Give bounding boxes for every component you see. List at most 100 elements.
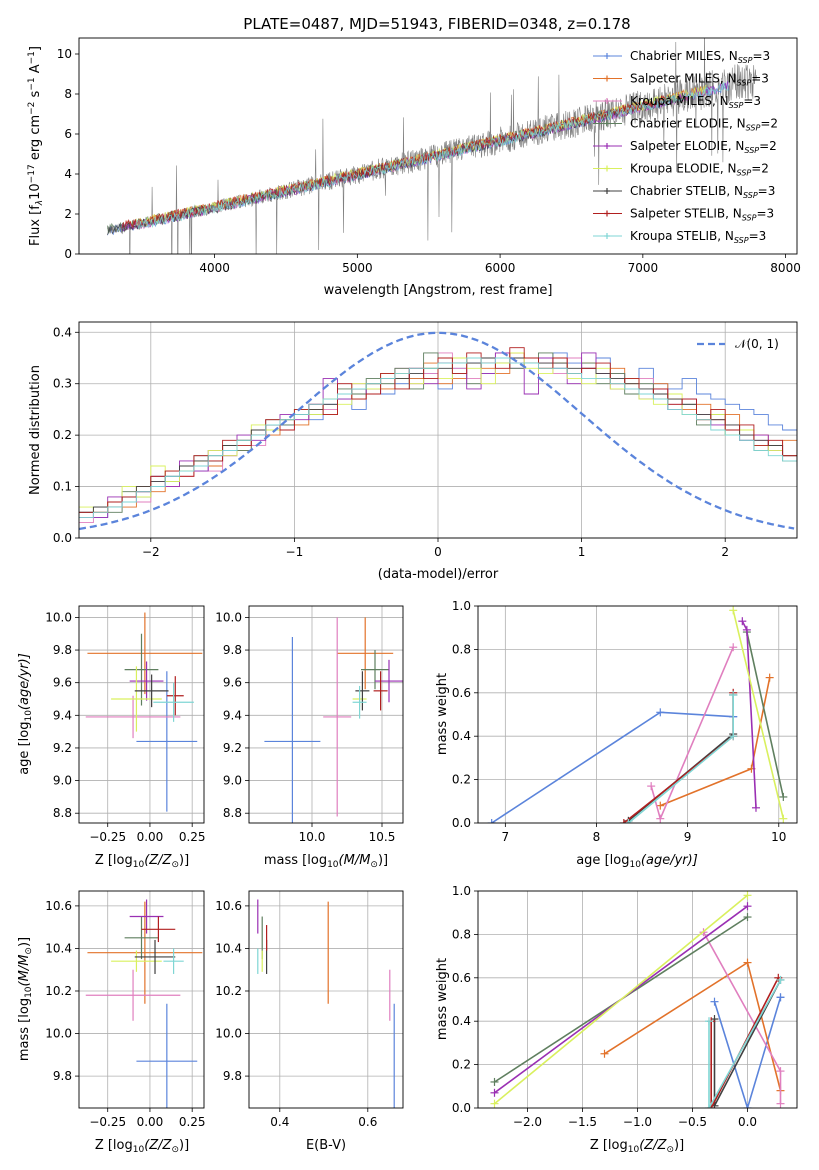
ylabel-sup: −1 — [27, 51, 37, 64]
legend-label-chabrier_stelib: Chabrier STELIB, NSSP=3 — [630, 184, 775, 200]
xlabel-sub: 10 — [629, 860, 641, 870]
plot-area — [85, 899, 203, 1108]
histogram-chabrier_miles — [79, 352, 797, 518]
xlabel-part: Z [log — [95, 1138, 133, 1153]
x-tick-label: 10 — [771, 830, 786, 844]
ylabel-part: age [log — [17, 722, 32, 775]
y-axis-label: Normed distribution — [28, 365, 43, 495]
plot-area — [107, 38, 757, 254]
histogram-kroupa_miles — [79, 352, 797, 524]
x-tick-label: 9 — [684, 830, 692, 844]
legend-text: Kroupa ELODIE, N — [630, 162, 737, 176]
legend-label-kroupa_elodie: Kroupa ELODIE, NSSP=2 — [630, 162, 769, 178]
x-axis-label: mass [log10(M/M⊙)] — [264, 853, 388, 870]
y-tick-label: 8 — [64, 87, 72, 101]
plot-area — [257, 899, 395, 1108]
y-tick-label: 0 — [64, 247, 72, 261]
y-tick-label: 0.4 — [53, 325, 72, 339]
y-tick-label: 0.0 — [452, 1101, 471, 1115]
x-tick-label: 0.6 — [358, 1115, 377, 1129]
x-tick-label: −1.5 — [568, 1115, 597, 1129]
xlabel-part: (Z/Z — [639, 1138, 667, 1153]
ylabel-part: (M/M — [17, 955, 32, 987]
legend-text: Chabrier MILES, N — [630, 49, 738, 63]
xlabel-sub: ⊙ — [171, 860, 179, 870]
xlabel-sub: ⊙ — [666, 1145, 674, 1155]
xlabel-part: (Z/Z — [144, 1138, 172, 1153]
xlabel-part: mass [log — [264, 853, 327, 868]
xlabel-part: (age/yr)] — [641, 853, 698, 868]
x-tick-label: 7000 — [628, 261, 659, 275]
xlabel-part: (M/M — [339, 853, 371, 868]
axes-frame — [248, 605, 404, 824]
x-tick-label: 7 — [502, 830, 510, 844]
y-axis-label: mass weight — [435, 673, 450, 755]
y-tick-label: 10.2 — [45, 984, 72, 998]
legend-text: Salpeter STELIB, N — [630, 207, 742, 221]
figure-title: PLATE=0487, MJD=51943, FIBERID=0348, z=0… — [243, 15, 630, 33]
legend-subscript: SSP — [737, 79, 752, 88]
y-tick-label: 9.8 — [53, 643, 72, 657]
x-tick-label: 2 — [721, 545, 729, 559]
axes-frame — [78, 605, 205, 824]
legend-text: Kroupa MILES, N — [630, 94, 729, 108]
y-tick-label: 0.6 — [452, 686, 471, 700]
weight-line-kroupa_stelib — [708, 979, 782, 1108]
xlabel-sub: ⊙ — [171, 1145, 179, 1155]
x-axis-label: Z [log10(Z/Z⊙)] — [95, 1138, 189, 1155]
ylabel-part: ] — [28, 46, 43, 51]
legend-text-end: =3 — [749, 229, 767, 243]
x-tick-label: 0.4 — [270, 1115, 289, 1129]
legend-subscript: SSP — [744, 146, 759, 155]
x-tick-label: −0.25 — [89, 1115, 126, 1129]
legend-text-end: =3 — [758, 184, 776, 198]
xlabel-part: )] — [378, 853, 388, 868]
y-tick-label: 9.6 — [53, 676, 72, 690]
panel-age_vs_Z: −0.25 0.00 0.25 8.8 9.0 9.2 9.4 9.6 9.8 10.0 Z [lo… — [17, 605, 206, 870]
x-tick-label: 0.00 — [137, 830, 164, 844]
xlabel-part: Z [log — [590, 1138, 628, 1153]
x-tick-label: 6000 — [485, 261, 516, 275]
ylabel-part: )] — [17, 937, 32, 947]
legend-label-kroupa_miles: Kroupa MILES, NSSP=3 — [630, 94, 761, 110]
xlabel-sub: 10 — [628, 1145, 640, 1155]
legend-text-end: =3 — [756, 207, 774, 221]
ylabel-sub: λ — [35, 200, 45, 206]
y-axis-label: age [log10(age/yr)] — [17, 653, 34, 775]
y-tick-label: 1.0 — [452, 599, 471, 613]
y-tick-label: 9.0 — [223, 774, 242, 788]
panel-age_vs_mass: 10.0 10.5 8.8 9.0 9.2 9.4 9.6 9.8 10.0 mass [log1… — [215, 605, 404, 870]
xlabel-part: )] — [179, 853, 189, 868]
xlabel-sub: ⊙ — [370, 860, 378, 870]
legend-text: Chabrier STELIB, N — [630, 184, 743, 198]
y-tick-label: 0.8 — [452, 642, 471, 656]
y-tick-label: 0.8 — [452, 927, 471, 941]
y-tick-label: 0.1 — [53, 480, 72, 494]
xlabel-sub: 10 — [133, 860, 145, 870]
axes-frame — [477, 605, 798, 824]
y-tick-label: 0.6 — [452, 971, 471, 985]
axes-frame — [78, 321, 798, 539]
x-axis-label: Z [log10(Z/Z⊙)] — [590, 1138, 684, 1155]
x-tick-label: −2 — [142, 545, 160, 559]
axes-frame — [78, 37, 798, 255]
ylabel-part: s — [28, 90, 43, 101]
plot-area — [490, 891, 785, 1108]
panel-weight_vs_Z: −2.0 −1.5 −1.0 −0.5 0.0 0.0 0.2 0.4 0.6 0.8 1.0 Z [… — [435, 884, 798, 1155]
legend-text-end: =3 — [751, 72, 769, 86]
panel-spectrum: 4000 5000 6000 7000 8000 0 2 4 6 8 10 Chabrier MILE… — [27, 37, 801, 298]
xlabel-part: )] — [674, 1138, 684, 1153]
normal-curve — [79, 331, 795, 531]
x-tick-label: 0.0 — [738, 1115, 757, 1129]
plot-area — [264, 617, 403, 823]
x-axis-label: E(B-V) — [306, 1138, 346, 1153]
y-tick-label: 10.2 — [215, 984, 242, 998]
xlabel-part: age [log — [576, 853, 629, 868]
legend-subscript: SSP — [742, 214, 757, 223]
ylabel-part: A — [28, 64, 43, 77]
xlabel-sub: 10 — [133, 1145, 145, 1155]
panel-residuals: −2 −1 0 1 2 0.0 0.1 0.2 0.3 0.4 𝒩(0, 1) (data-model… — [28, 321, 798, 582]
legend-label-normal: 𝒩(0, 1) — [735, 337, 779, 351]
legend-text-end: =2 — [751, 162, 769, 176]
y-tick-label: 9.4 — [223, 708, 242, 722]
